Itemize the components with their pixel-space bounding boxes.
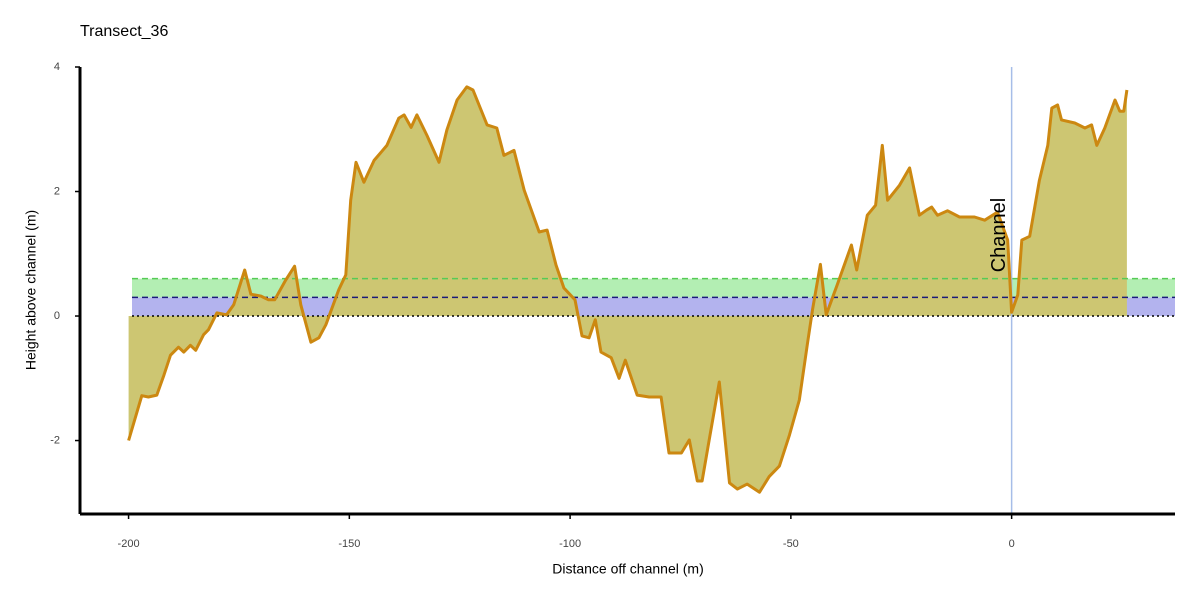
y-tick-label: 2 (54, 185, 60, 197)
x-tick-label: -200 (118, 538, 140, 550)
profile-line (127, 85, 1129, 494)
y-tick-label: -2 (50, 434, 60, 446)
channel-label: Channel (988, 198, 1010, 273)
y-tick-label: 0 (54, 310, 60, 322)
x-tick-label: -100 (559, 538, 581, 550)
x-tick-label: 0 (1009, 538, 1015, 550)
y-tick-label: 4 (54, 61, 60, 73)
x-tick-label: -150 (338, 538, 360, 550)
x-axis-label: Distance off channel (m) (552, 561, 703, 577)
x-tick-label: -50 (783, 538, 799, 550)
chart-title: Transect_36 (80, 23, 168, 40)
area-fill (128, 86, 1127, 493)
y-axis-label: Height above channel (m) (23, 210, 39, 370)
